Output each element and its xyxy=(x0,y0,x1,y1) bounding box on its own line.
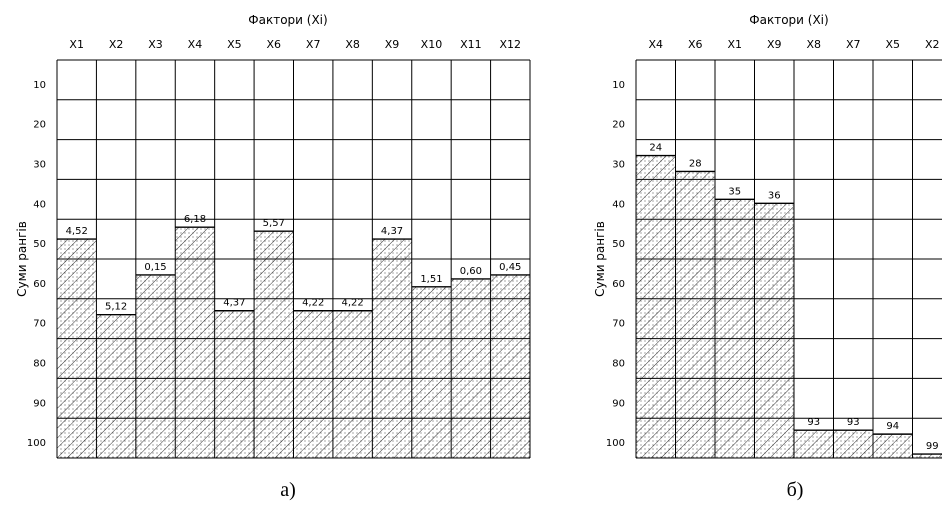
bar xyxy=(215,311,254,458)
category-label: X2 xyxy=(109,38,124,51)
bar xyxy=(834,430,874,458)
y-tick-label: 40 xyxy=(612,199,625,210)
y-tick-label: 30 xyxy=(612,160,625,171)
y-tick-label: 60 xyxy=(612,279,625,290)
data-label: 4,22 xyxy=(302,298,324,309)
x-axis-title: Фактори (Xi) xyxy=(749,13,828,27)
y-tick-label: 70 xyxy=(612,319,625,330)
data-label: 0,60 xyxy=(460,266,482,277)
category-label: X6 xyxy=(688,38,703,51)
category-label: X5 xyxy=(227,38,242,51)
panel-caption: а) xyxy=(280,479,296,501)
data-label: 99 xyxy=(926,441,939,452)
y-tick-label: 100 xyxy=(606,438,625,449)
category-label: X8 xyxy=(345,38,360,51)
data-label: 93 xyxy=(807,417,820,428)
data-label: 1,51 xyxy=(420,274,442,285)
y-tick-label: 30 xyxy=(33,160,46,171)
y-tick-label: 100 xyxy=(27,438,46,449)
y-tick-label: 90 xyxy=(612,398,625,409)
data-label: 5,12 xyxy=(105,302,127,313)
category-label: X6 xyxy=(267,38,282,51)
data-label: 4,37 xyxy=(381,226,403,237)
category-label: X4 xyxy=(648,38,663,51)
data-label: 4,37 xyxy=(223,298,245,309)
category-label: X1 xyxy=(69,38,84,51)
y-tick-label: 50 xyxy=(33,239,46,250)
y-tick-label: 20 xyxy=(33,120,46,131)
bar xyxy=(175,227,214,458)
y-axis-title: Суми рангів xyxy=(593,221,607,297)
y-tick-label: 50 xyxy=(612,239,625,250)
category-label: X9 xyxy=(385,38,400,51)
data-label: 35 xyxy=(728,186,741,197)
data-label: 4,22 xyxy=(341,298,363,309)
category-label: X5 xyxy=(885,38,900,51)
y-tick-label: 90 xyxy=(33,398,46,409)
y-tick-label: 20 xyxy=(612,120,625,131)
bar xyxy=(96,315,135,458)
category-label: X3 xyxy=(148,38,163,51)
y-tick-label: 80 xyxy=(33,359,46,370)
category-label: X7 xyxy=(306,38,321,51)
y-tick-label: 40 xyxy=(33,199,46,210)
y-tick-label: 10 xyxy=(612,80,625,91)
category-label: X2 xyxy=(925,38,940,51)
data-label: 0,45 xyxy=(499,262,521,273)
bar xyxy=(491,275,530,458)
bar xyxy=(636,156,676,458)
data-label: 36 xyxy=(768,190,781,201)
category-label: X10 xyxy=(421,38,443,51)
bar xyxy=(136,275,175,458)
category-label: X1 xyxy=(727,38,742,51)
x-axis-title: Фактори (Xi) xyxy=(248,13,327,27)
data-label: 94 xyxy=(886,421,899,432)
bar xyxy=(254,231,293,458)
bar xyxy=(333,311,372,458)
data-label: 93 xyxy=(847,417,860,428)
bar xyxy=(412,287,451,458)
bar xyxy=(57,239,96,458)
y-tick-label: 80 xyxy=(612,359,625,370)
bar xyxy=(715,199,755,458)
data-label: 28 xyxy=(689,158,702,169)
category-label: X9 xyxy=(767,38,782,51)
category-label: X7 xyxy=(846,38,861,51)
data-label: 5,57 xyxy=(263,218,285,229)
y-tick-label: 10 xyxy=(33,80,46,91)
bar xyxy=(294,311,333,458)
bar xyxy=(755,203,795,458)
bar xyxy=(873,434,913,458)
category-label: X4 xyxy=(188,38,203,51)
data-label: 4,52 xyxy=(66,226,88,237)
bar xyxy=(372,239,411,458)
y-axis-title: Суми рангів xyxy=(15,221,29,297)
bar xyxy=(676,171,716,458)
category-label: X11 xyxy=(460,38,482,51)
bar xyxy=(451,279,490,458)
category-label: X8 xyxy=(806,38,821,51)
y-tick-label: 60 xyxy=(33,279,46,290)
panel-caption: б) xyxy=(787,479,804,501)
bar xyxy=(794,430,834,458)
category-label: X12 xyxy=(500,38,522,51)
y-tick-label: 70 xyxy=(33,319,46,330)
data-label: 0,15 xyxy=(144,262,166,273)
chart-panel-b: 24 28 35 36 93 93 94 99 X4 X6 X1 X9 X8 X7 X5 X2 10 20 30 40… xyxy=(593,13,942,501)
data-label: 24 xyxy=(649,143,662,154)
